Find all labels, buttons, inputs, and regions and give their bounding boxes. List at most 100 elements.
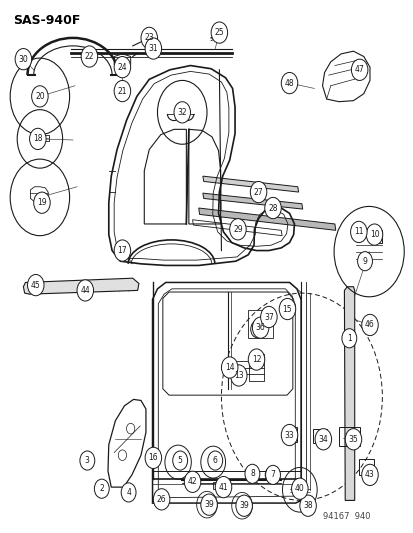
Circle shape (114, 80, 131, 102)
Circle shape (33, 192, 50, 213)
Circle shape (350, 221, 366, 243)
Text: 20: 20 (35, 92, 45, 101)
Text: 6: 6 (212, 456, 217, 465)
Text: 47: 47 (354, 66, 364, 74)
Text: 14: 14 (224, 363, 234, 372)
Text: 46: 46 (364, 320, 374, 329)
Text: 1: 1 (346, 334, 351, 343)
Text: 44: 44 (80, 286, 90, 295)
Text: 94167  940: 94167 940 (322, 512, 369, 521)
Circle shape (235, 495, 252, 516)
Circle shape (207, 451, 222, 470)
Circle shape (344, 429, 361, 450)
Circle shape (141, 27, 157, 49)
Text: 7: 7 (270, 471, 275, 479)
Text: 38: 38 (303, 501, 312, 510)
Text: 30: 30 (19, 55, 28, 63)
Text: 5: 5 (177, 456, 182, 465)
Text: 13: 13 (233, 371, 243, 380)
Text: 24: 24 (117, 63, 127, 71)
Circle shape (153, 489, 169, 510)
Circle shape (221, 357, 237, 378)
Text: 4: 4 (126, 488, 131, 497)
Circle shape (361, 464, 377, 486)
Text: 19: 19 (37, 198, 47, 207)
Circle shape (15, 49, 31, 70)
Circle shape (31, 86, 48, 107)
Text: 10: 10 (369, 230, 378, 239)
Circle shape (184, 471, 200, 492)
Text: 12: 12 (251, 355, 261, 364)
Circle shape (366, 224, 382, 245)
Circle shape (278, 298, 295, 320)
Text: 39: 39 (239, 501, 248, 510)
Text: 31: 31 (148, 44, 158, 53)
Circle shape (341, 329, 356, 348)
Text: 41: 41 (218, 482, 228, 491)
Text: 25: 25 (214, 28, 224, 37)
Circle shape (81, 46, 97, 67)
Circle shape (145, 38, 161, 59)
Text: 27: 27 (253, 188, 263, 197)
Circle shape (260, 306, 276, 328)
Circle shape (264, 197, 280, 219)
Circle shape (252, 317, 268, 338)
Text: 26: 26 (157, 495, 166, 504)
Polygon shape (202, 193, 302, 209)
Circle shape (27, 274, 44, 296)
Polygon shape (202, 176, 298, 192)
Circle shape (29, 128, 46, 150)
Text: 39: 39 (204, 500, 214, 509)
Text: 15: 15 (282, 304, 292, 313)
Text: 48: 48 (284, 78, 294, 87)
Circle shape (299, 495, 316, 516)
Circle shape (80, 451, 95, 470)
Circle shape (291, 478, 307, 499)
Circle shape (250, 181, 266, 203)
Text: 8: 8 (249, 470, 254, 478)
Circle shape (244, 464, 259, 483)
Text: 2: 2 (99, 484, 104, 493)
Text: 32: 32 (177, 108, 187, 117)
Circle shape (280, 424, 297, 446)
Circle shape (173, 102, 190, 123)
Text: 21: 21 (117, 86, 127, 95)
Circle shape (114, 56, 131, 78)
Circle shape (172, 451, 187, 470)
Circle shape (114, 240, 131, 261)
Circle shape (121, 483, 136, 502)
Text: 28: 28 (268, 204, 277, 213)
Polygon shape (23, 278, 139, 294)
Circle shape (361, 314, 377, 336)
Circle shape (248, 349, 264, 370)
Text: 40: 40 (294, 484, 304, 493)
Circle shape (200, 494, 217, 515)
Circle shape (314, 429, 331, 450)
Circle shape (230, 365, 247, 386)
Text: 23: 23 (144, 34, 154, 43)
Circle shape (229, 219, 246, 240)
Circle shape (351, 59, 367, 80)
Text: 22: 22 (84, 52, 94, 61)
Text: 34: 34 (318, 435, 328, 444)
Text: 42: 42 (187, 478, 197, 486)
Circle shape (145, 447, 161, 469)
Text: 45: 45 (31, 280, 40, 289)
Circle shape (280, 72, 297, 94)
Circle shape (357, 252, 372, 271)
Text: 3: 3 (85, 456, 90, 465)
Text: 11: 11 (353, 228, 363, 237)
Text: 33: 33 (284, 431, 294, 440)
Circle shape (215, 477, 231, 498)
Polygon shape (344, 287, 354, 500)
Text: 35: 35 (348, 435, 358, 444)
Circle shape (94, 479, 109, 498)
Text: 37: 37 (263, 312, 273, 321)
Text: 16: 16 (148, 454, 158, 463)
Polygon shape (198, 208, 335, 230)
Text: 36: 36 (255, 323, 265, 332)
Text: 43: 43 (364, 471, 374, 479)
Circle shape (211, 22, 227, 43)
Circle shape (265, 465, 280, 484)
Text: SAS-940F: SAS-940F (13, 14, 80, 27)
